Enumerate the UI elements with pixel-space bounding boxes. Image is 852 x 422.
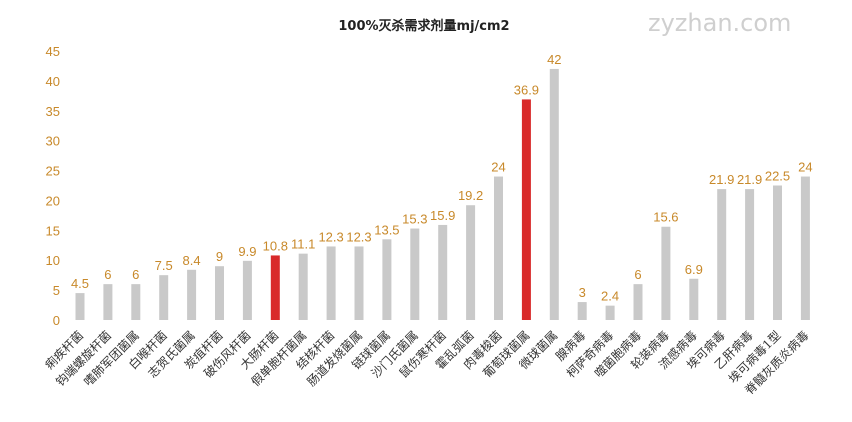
bar bbox=[131, 284, 141, 320]
bar bbox=[410, 228, 420, 320]
data-label: 12.3 bbox=[346, 229, 371, 244]
bar bbox=[633, 284, 643, 320]
data-label: 6 bbox=[104, 267, 111, 282]
data-label: 24 bbox=[491, 160, 505, 175]
bar bbox=[661, 226, 671, 320]
bar bbox=[494, 176, 503, 320]
bar bbox=[800, 176, 810, 320]
bar bbox=[605, 305, 615, 320]
data-label: 15.9 bbox=[430, 208, 455, 223]
bar bbox=[466, 205, 476, 320]
bar bbox=[270, 255, 280, 320]
data-label: 6 bbox=[132, 267, 139, 282]
x-axis: 痢疾杆菌钩端螺旋杆菌嗜肺军团菌属白喉杆菌志贺氏菌属炭疽杆菌破伤风杆菌大肠杆菌假单… bbox=[42, 328, 812, 398]
watermark: zyzhan.com bbox=[648, 9, 791, 37]
y-tick-label: 45 bbox=[46, 44, 60, 59]
data-label: 11.1 bbox=[291, 237, 315, 252]
bar bbox=[521, 99, 531, 320]
y-tick-label: 40 bbox=[46, 74, 60, 89]
data-label: 24 bbox=[798, 160, 812, 175]
y-tick-label: 20 bbox=[46, 193, 60, 208]
data-label: 19.2 bbox=[458, 188, 483, 203]
data-label: 12.3 bbox=[318, 229, 343, 244]
data-label: 22.5 bbox=[765, 169, 790, 184]
bar bbox=[298, 253, 308, 320]
bar bbox=[382, 239, 392, 320]
bar bbox=[549, 68, 559, 320]
y-axis: 0 5 10 15 20 25 30 35 40 45 bbox=[46, 44, 60, 328]
data-label: 2.4 bbox=[601, 289, 619, 304]
y-tick-label: 0 bbox=[53, 313, 60, 328]
y-tick-label: 25 bbox=[46, 164, 60, 179]
bars bbox=[75, 68, 810, 320]
bar bbox=[242, 260, 252, 320]
data-label: 15.6 bbox=[653, 210, 678, 225]
data-label: 13.5 bbox=[374, 222, 399, 237]
bar bbox=[326, 246, 336, 320]
data-label: 6 bbox=[634, 267, 641, 282]
data-label: 8.4 bbox=[183, 253, 201, 268]
bar bbox=[438, 224, 448, 320]
y-tick-label: 5 bbox=[53, 283, 60, 298]
bar bbox=[215, 266, 224, 320]
data-label: 4.5 bbox=[71, 276, 89, 291]
data-labels: 4.56 67.5 8.4 9 9.9 10.8 11.1 12.3 12.3 13.515.3 1… bbox=[71, 52, 813, 304]
data-label: 10.8 bbox=[263, 238, 288, 253]
bar bbox=[717, 189, 727, 320]
y-tick-label: 10 bbox=[46, 253, 60, 268]
chart-title: 100%灭杀需求剂量mj/cm2 bbox=[338, 18, 509, 34]
data-label: 21.9 bbox=[737, 172, 762, 187]
data-label: 3 bbox=[579, 285, 586, 300]
data-label: 9.9 bbox=[238, 244, 256, 259]
data-label: 9 bbox=[216, 249, 223, 264]
data-label: 15.3 bbox=[402, 212, 427, 227]
bar bbox=[773, 185, 782, 320]
y-tick-label: 15 bbox=[46, 223, 60, 238]
data-label: 42 bbox=[547, 52, 561, 67]
bar bbox=[103, 284, 113, 320]
y-tick-label: 35 bbox=[46, 104, 60, 119]
data-label: 6.9 bbox=[685, 262, 703, 277]
y-tick-label: 30 bbox=[46, 134, 60, 149]
bar bbox=[689, 278, 699, 320]
bar bbox=[745, 189, 755, 320]
data-label: 21.9 bbox=[709, 172, 734, 187]
data-label: 36.9 bbox=[514, 82, 539, 97]
bar bbox=[75, 293, 85, 320]
data-label: 7.5 bbox=[155, 258, 173, 273]
bar bbox=[187, 269, 197, 320]
bar bbox=[577, 302, 587, 320]
bar bbox=[354, 246, 364, 320]
bar bbox=[159, 275, 169, 320]
